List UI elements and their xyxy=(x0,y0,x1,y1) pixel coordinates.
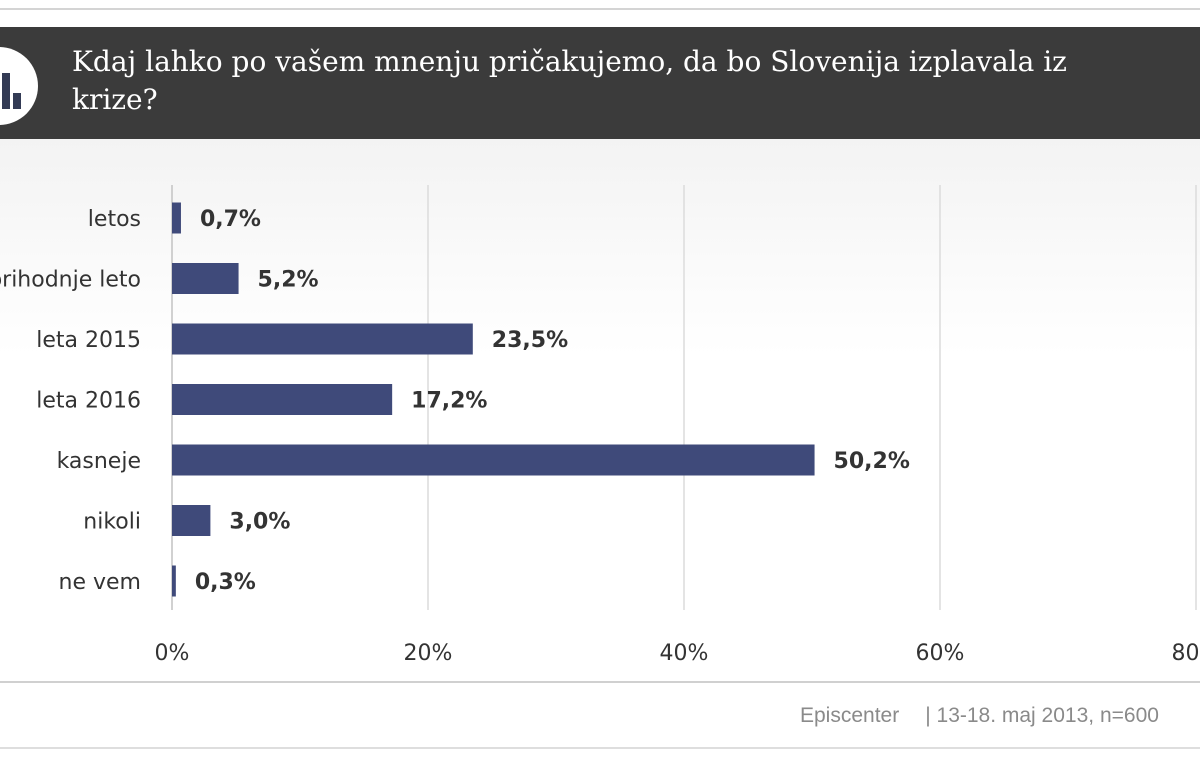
x-tick-label: 60% xyxy=(916,641,965,666)
bar xyxy=(172,384,393,415)
top-rule xyxy=(0,8,1200,10)
value-label: 0,7% xyxy=(200,207,261,232)
bottom-rule xyxy=(0,747,1200,749)
x-tick-label: 80% xyxy=(1172,641,1200,666)
category-label: leta 2015 xyxy=(36,328,141,353)
value-label: 0,3% xyxy=(195,570,256,595)
bar xyxy=(172,444,815,476)
x-tick-label: 0% xyxy=(155,641,190,666)
source-line: Episcenter | 13-18. maj 2013, n=600 xyxy=(800,704,1159,728)
category-label: leta 2016 xyxy=(36,389,141,414)
category-label: letos xyxy=(88,207,141,232)
source-details: | 13-18. maj 2013, n=600 xyxy=(925,704,1159,727)
chart-header: Kdaj lahko po vašem mnenju pričakujemo, … xyxy=(0,27,1200,139)
footer-rule xyxy=(0,681,1200,683)
chart-title: Kdaj lahko po vašem mnenju pričakujemo, … xyxy=(72,45,1067,116)
bar xyxy=(172,505,211,536)
source-name: Episcenter xyxy=(800,704,900,727)
x-tick-label: 40% xyxy=(660,641,709,666)
category-label: nikoli xyxy=(83,510,141,535)
bar xyxy=(172,202,181,234)
category-label: kasneje xyxy=(57,449,141,474)
value-label: 50,2% xyxy=(834,449,910,474)
x-tick-label: 20% xyxy=(404,641,453,666)
value-label: 17,2% xyxy=(411,389,487,414)
value-label: 23,5% xyxy=(492,328,568,353)
category-label: ne vem xyxy=(59,570,141,595)
category-label: prihodnje leto xyxy=(0,268,141,293)
value-label: 3,0% xyxy=(229,510,290,535)
value-label: 5,2% xyxy=(258,268,319,293)
bar-chart: 0% 20% 40% 60% 80% letos 0,7% prihodnje leto 5,2… xyxy=(0,185,1200,666)
bar xyxy=(172,565,176,597)
bar xyxy=(172,263,239,294)
bar xyxy=(172,323,473,355)
